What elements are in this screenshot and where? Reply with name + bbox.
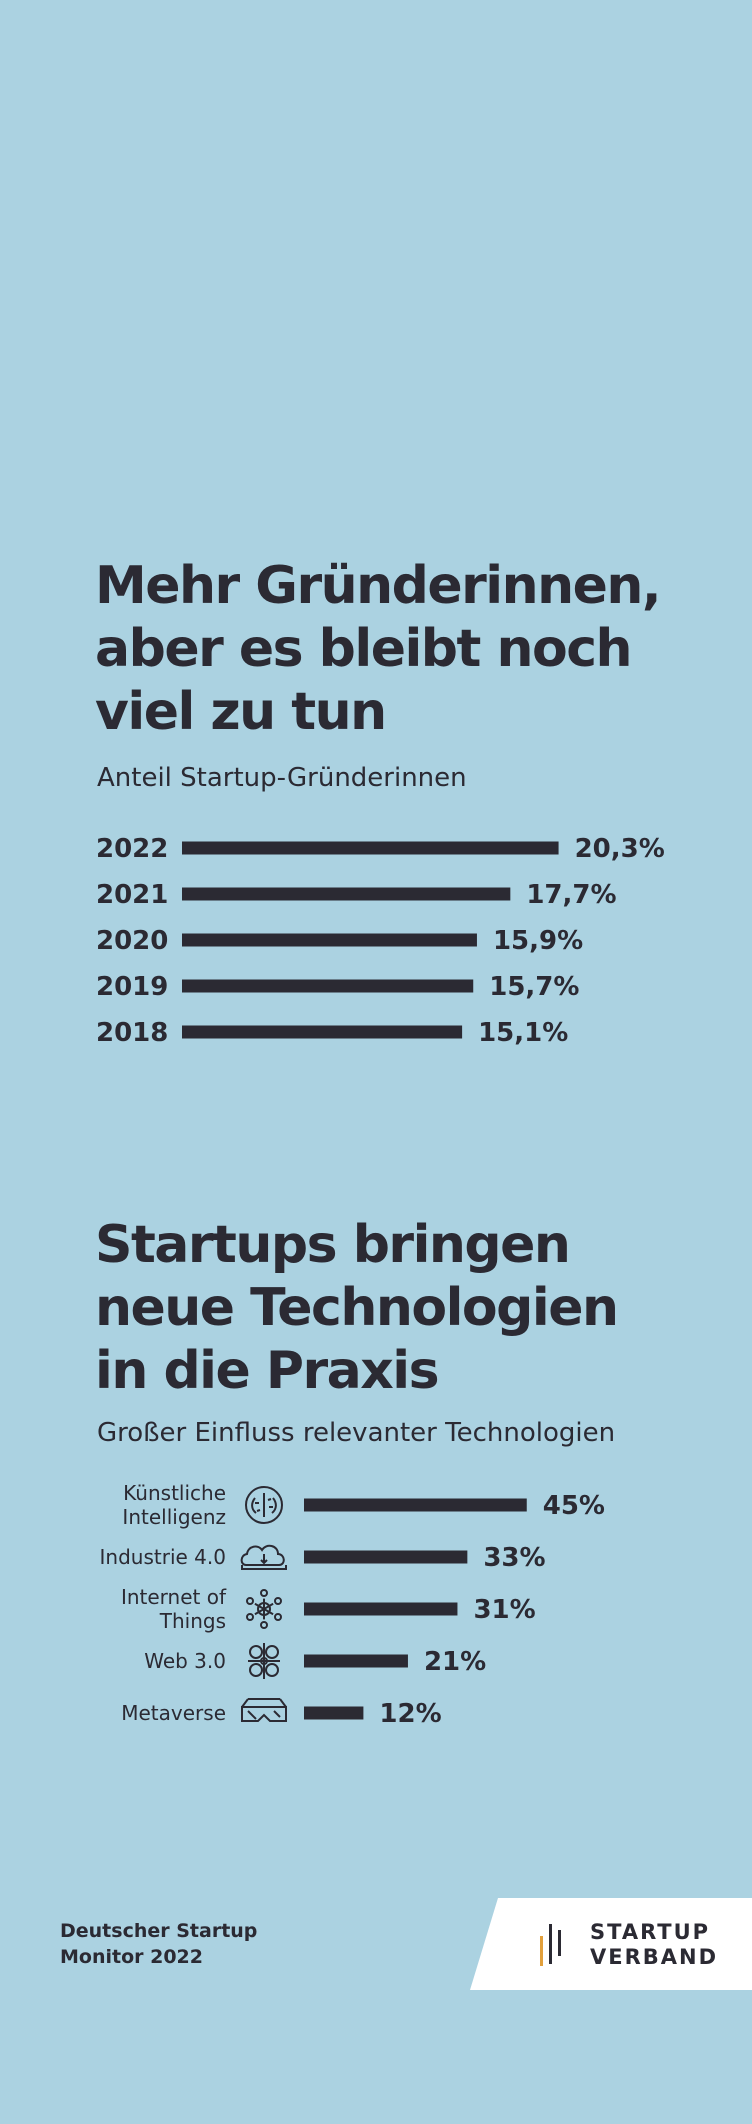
section2-title: Startups bringen neue Technologien in di… xyxy=(95,1214,735,1403)
section2-title-line: in die Praxis xyxy=(95,1341,440,1401)
value-label: 15,9% xyxy=(493,926,583,956)
bar xyxy=(304,1550,468,1564)
category-label: Metaverse xyxy=(121,1701,226,1725)
category-label: Internet of Things xyxy=(121,1585,227,1633)
category-label: Künstliche Intelligenz xyxy=(122,1481,226,1529)
year-label: 2020 xyxy=(96,926,168,956)
value-label: 21% xyxy=(424,1647,486,1677)
bar xyxy=(304,1498,527,1512)
section2-title-line: neue Technologien xyxy=(95,1278,619,1338)
value-label: 15,1% xyxy=(478,1018,568,1048)
year-label: 2018 xyxy=(96,1018,168,1048)
value-label: 45% xyxy=(543,1491,605,1521)
bar xyxy=(182,933,477,947)
bar xyxy=(304,1654,408,1668)
startup-verband-logo: STARTUP VERBAND xyxy=(470,1898,752,1990)
year-label: 2021 xyxy=(96,880,168,910)
logo-background xyxy=(470,1898,752,1990)
section2-title-line: Startups bringen xyxy=(95,1215,571,1275)
footer-line: Deutscher Startup xyxy=(60,1920,258,1942)
founders-bar-chart: 2022 20,3% 2021 17,7% 2020 15,9% 2019 15,7% 2018… xyxy=(96,834,665,1048)
section1-subtitle: Anteil Startup-Gründerinnen xyxy=(97,763,467,793)
section1-title-line: viel zu tun xyxy=(95,682,387,742)
bar xyxy=(182,841,559,855)
value-label: 15,7% xyxy=(489,972,579,1002)
value-label: 12% xyxy=(379,1699,441,1729)
vr-glasses-icon xyxy=(241,1698,287,1722)
logo-wordmark: STARTUP VERBAND xyxy=(590,1920,718,1970)
section1-title-line: Mehr Gründerinnen, xyxy=(95,556,662,616)
section2-subtitle: Großer Einfluss relevanter Technologien xyxy=(97,1418,616,1448)
bar xyxy=(182,979,474,993)
footer-source: Deutscher Startup Monitor 2022 xyxy=(60,1918,257,1970)
value-label: 17,7% xyxy=(526,880,616,910)
category-label: Web 3.0 xyxy=(144,1649,226,1673)
category-label: Industrie 4.0 xyxy=(100,1545,226,1569)
bar xyxy=(182,887,511,901)
section1-title: Mehr Gründerinnen, aber es bleibt noch v… xyxy=(95,555,735,744)
footer-line: Monitor 2022 xyxy=(60,1946,204,1968)
technologies-bar-chart: Künstliche Intelligenz 45% Industrie 4.0 33%… xyxy=(100,1481,605,1729)
logo-word: STARTUP xyxy=(590,1920,711,1944)
year-label: 2019 xyxy=(96,972,168,1002)
year-label: 2022 xyxy=(96,834,168,864)
bar xyxy=(304,1602,458,1616)
people-network-icon xyxy=(248,1643,280,1679)
logo-mark-icon xyxy=(540,1924,561,1966)
bar xyxy=(304,1706,364,1720)
value-label: 31% xyxy=(473,1595,535,1625)
brain-icon xyxy=(245,1486,283,1524)
section1-title-line: aber es bleibt noch xyxy=(95,619,633,679)
cloud-icon xyxy=(240,1544,287,1570)
value-label: 33% xyxy=(483,1543,545,1573)
value-label: 20,3% xyxy=(575,834,665,864)
logo-word: VERBAND xyxy=(590,1945,719,1969)
network-icon xyxy=(246,1589,282,1629)
bar xyxy=(182,1025,463,1039)
